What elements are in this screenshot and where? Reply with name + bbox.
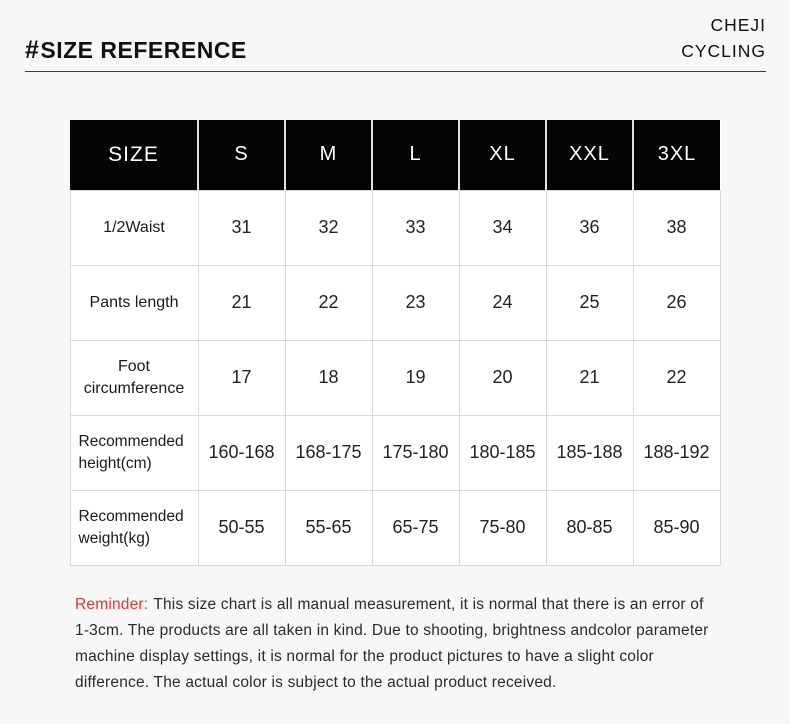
page-title: #SIZE REFERENCE [25,36,247,65]
row-label: Foot circumference [69,339,199,416]
column-header-s: S [197,120,285,190]
table-row-waist: 1/2Waist 31 32 33 34 36 38 [69,189,721,266]
table-cell: 185-188 [545,414,634,491]
table-cell: 32 [284,189,373,266]
brand-line-2: CYCLING [681,41,766,61]
table-cell: 31 [197,189,286,266]
reminder-text: This size chart is all manual measuremen… [75,595,709,691]
table-cell: 20 [458,339,547,416]
column-header-size: SIZE [70,120,198,190]
table-cell: 25 [545,264,634,341]
column-header-m: M [284,120,372,190]
table-cell: 24 [458,264,547,341]
row-label: 1/2Waist [69,189,199,266]
table-cell: 34 [458,189,547,266]
brand-wordmark: CHEJI CYCLING [681,12,766,64]
table-cell: 65-75 [371,489,460,566]
table-cell: 38 [632,189,721,266]
table-cell: 85-90 [632,489,721,566]
table-cell: 188-192 [632,414,721,491]
title-text: SIZE REFERENCE [40,37,247,63]
row-label: Pants length [69,264,199,341]
table-row-foot-circumference: Foot circumference 17 18 19 20 21 22 [69,339,721,416]
column-header-xl: XL [458,120,546,190]
table-cell: 55-65 [284,489,373,566]
table-cell: 180-185 [458,414,547,491]
table-cell: 26 [632,264,721,341]
column-header-xxl: XXL [545,120,633,190]
table-cell: 50-55 [197,489,286,566]
row-label: Recommended height(cm) [69,414,199,491]
table-row-recommended-height: Recommended height(cm) 160-168 168-175 1… [69,414,721,491]
brand-line-1: CHEJI [710,15,766,35]
table-cell: 21 [545,339,634,416]
table-cell: 80-85 [545,489,634,566]
table-cell: 168-175 [284,414,373,491]
table-cell: 175-180 [371,414,460,491]
reminder-note: Reminder: This size chart is all manual m… [75,592,720,696]
table-cell: 36 [545,189,634,266]
page-header: #SIZE REFERENCE CHEJI CYCLING [25,0,766,72]
reminder-label: Reminder: [75,595,149,613]
table-cell: 160-168 [197,414,286,491]
table-cell: 22 [284,264,373,341]
title-hash-mark: # [25,36,40,64]
table-cell: 33 [371,189,460,266]
table-header-row: SIZE S M L XL XXL 3XL [70,120,720,190]
table-row-recommended-weight: Recommended weight(kg) 50-55 55-65 65-75… [69,489,721,566]
size-table: SIZE S M L XL XXL 3XL 1/2Waist 31 32 33 … [69,120,721,566]
table-cell: 18 [284,339,373,416]
table-cell: 23 [371,264,460,341]
table-cell: 22 [632,339,721,416]
column-header-l: L [371,120,459,190]
table-cell: 75-80 [458,489,547,566]
table-cell: 17 [197,339,286,416]
table-row-pants-length: Pants length 21 22 23 24 25 26 [69,264,721,341]
row-label: Recommended weight(kg) [69,489,199,566]
table-cell: 21 [197,264,286,341]
column-header-3xl: 3XL [632,120,720,190]
table-cell: 19 [371,339,460,416]
